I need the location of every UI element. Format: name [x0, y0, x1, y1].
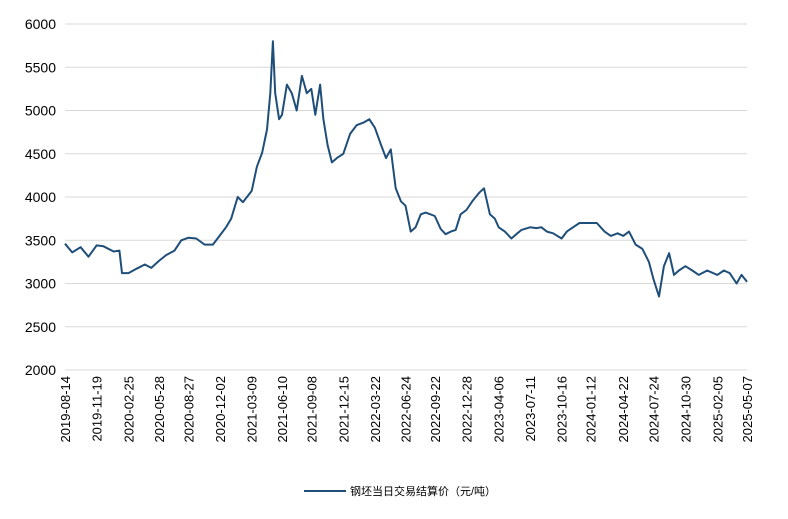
y-tick-label: 4000: [25, 189, 56, 205]
legend-label: 钢坯当日交易结算价（元/吨）: [350, 484, 496, 498]
x-tick-label: 2021-03-09: [245, 376, 260, 443]
x-tick-label: 2022-12-28: [459, 376, 474, 443]
y-tick-label: 5500: [25, 59, 56, 75]
x-tick-label: 2019-11-19: [90, 376, 105, 442]
x-tick-label: 2019-08-14: [58, 376, 73, 443]
x-axis-ticks: 2019-08-14 2019-11-19 2020-02-25 2020-05-28…: [58, 376, 755, 443]
x-tick-label: 2021-09-08: [304, 376, 319, 443]
y-tick-label: 2000: [25, 362, 56, 378]
gridlines: [65, 23, 747, 371]
y-tick-label: 3500: [25, 232, 56, 248]
x-tick-label: 2024-10-30: [678, 376, 693, 443]
x-tick-label: 2024-04-22: [616, 376, 631, 443]
legend: 钢坯当日交易结算价（元/吨）: [304, 484, 496, 498]
y-tick-label: 4500: [25, 146, 56, 162]
x-tick-label: 2020-08-27: [181, 376, 196, 443]
x-tick-label: 2024-07-24: [646, 376, 661, 443]
x-tick-label: 2024-01-12: [583, 376, 598, 443]
x-tick-label: 2022-09-22: [428, 376, 443, 443]
series-layer: [64, 40, 748, 298]
x-tick-label: 2022-03-22: [368, 376, 383, 443]
y-axis-ticks: 2000 2500 3000 3500 4000 4500 5000 5500 6000: [25, 16, 56, 378]
x-tick-label: 2021-06-10: [275, 376, 290, 443]
x-tick-label: 2023-10-16: [555, 376, 570, 443]
y-tick-label: 6000: [25, 16, 56, 32]
x-tick-label: 2023-07-11: [523, 376, 538, 442]
x-tick-label: 2020-12-02: [213, 376, 228, 443]
x-tick-label: 2020-05-28: [152, 376, 167, 443]
x-tick-label: 2020-02-25: [122, 376, 137, 443]
x-tick-label: 2025-05-07: [740, 376, 755, 443]
y-tick-label: 3000: [25, 276, 56, 292]
x-tick-label: 2021-12-15: [336, 376, 351, 443]
x-tick-label: 2025-02-05: [710, 376, 725, 443]
x-tick-label: 2022-06-24: [399, 376, 414, 443]
x-tick-label: 2023-04-06: [492, 376, 507, 443]
y-tick-label: 5000: [25, 103, 56, 119]
series-line: [64, 40, 748, 298]
y-tick-label: 2500: [25, 319, 56, 335]
